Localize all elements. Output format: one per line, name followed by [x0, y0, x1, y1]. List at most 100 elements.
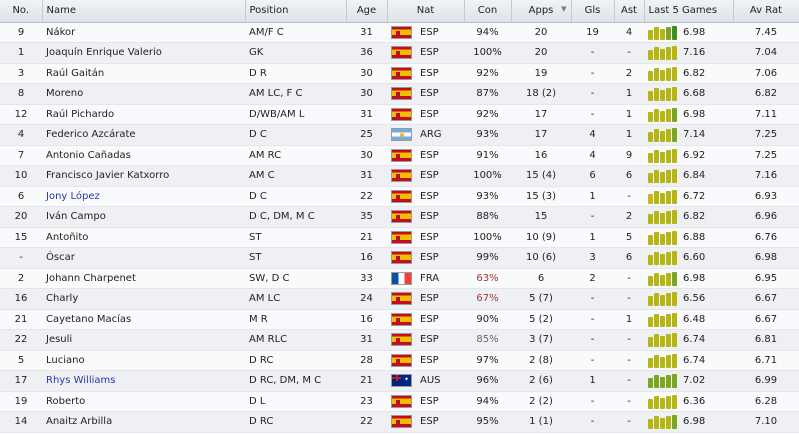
- cell-name[interactable]: Raúl Gaitán: [42, 63, 245, 84]
- player-name[interactable]: Johann Charpenet: [46, 272, 136, 284]
- col-age-header[interactable]: Age: [346, 0, 388, 23]
- form-bar: [672, 312, 677, 327]
- cell-age: 31: [346, 22, 387, 43]
- last5-rating: 6.88: [683, 231, 706, 243]
- form-bar: [672, 148, 677, 163]
- cell-name[interactable]: Cayetano Macías: [42, 309, 245, 330]
- table-row[interactable]: 20 Iván Campo D C, DM, M C 35 ESP 88% 15-2 6.82…: [0, 206, 799, 228]
- cell-position: D C: [245, 124, 346, 146]
- table-row[interactable]: 17 Rhys Williams D RC, DM, M C21 AUS 96% 2 (6…: [0, 370, 799, 392]
- cell-name[interactable]: Francisco Javier Katxorro: [42, 165, 245, 187]
- cell-name[interactable]: Antonio Cañadas: [42, 145, 245, 166]
- table-row[interactable]: - Óscar ST 16 ESP 99% 10 (6) 3 6 6.60 6.98: [0, 247, 799, 269]
- cell-gls: -: [571, 411, 614, 433]
- form-bars: [648, 66, 677, 81]
- esp-flag-icon: [391, 87, 412, 101]
- col-apps-header[interactable]: Apps ▼: [511, 0, 572, 23]
- cell-name[interactable]: Rhys Williams: [42, 370, 245, 392]
- player-name[interactable]: Antonio Cañadas: [46, 149, 131, 161]
- table-row[interactable]: 3 Raúl Gaitán D R 30 ESP 92% 19-2 6.82 7.06: [0, 63, 799, 84]
- table-row[interactable]: 8 Moreno AM LC, F C 30 ESP 87% 18 (2) -1 6.68 6.8…: [0, 83, 799, 105]
- col-ast-header[interactable]: Ast: [614, 0, 645, 23]
- player-name[interactable]: Joaquín Enrique Valerio: [46, 47, 162, 59]
- cell-no: 1: [0, 42, 42, 64]
- cell-age: 31: [346, 329, 387, 351]
- form-bar: [648, 398, 653, 409]
- table-row[interactable]: 15 Antoñito ST 21 ESP 100% 10 (9) 1 5 6.88 6.76: [0, 227, 799, 248]
- cell-name[interactable]: Johann Charpenet: [42, 268, 245, 289]
- form-bar: [660, 315, 665, 327]
- cell-no: 9: [0, 22, 42, 43]
- player-name[interactable]: Iván Campo: [46, 211, 106, 223]
- last5-rating: 6.56: [683, 293, 706, 305]
- table-row[interactable]: 4 Federico Azcárate D C 25 ARG 93% 17 4 1 7.14 7.2…: [0, 124, 799, 146]
- col-last5-header[interactable]: Last 5 Games: [644, 0, 734, 23]
- table-row[interactable]: 19 Roberto D L 23 ESP 94% 2 (2) - -6.36 6.28: [0, 391, 799, 412]
- table-row[interactable]: 2 Johann Charpenet SW, D C 33 FRA 63% 6 2-6.98 6…: [0, 268, 799, 289]
- player-name[interactable]: Cayetano Macías: [46, 313, 132, 325]
- col-con-header[interactable]: Con: [464, 0, 512, 23]
- player-name[interactable]: Francisco Javier Katxorro: [46, 170, 170, 182]
- player-name[interactable]: Charly: [46, 293, 79, 305]
- table-row[interactable]: 16 Charly AM LC 24 ESP 67% 5 (7) - -6.56 6.67: [0, 288, 799, 310]
- cell-no: 22: [0, 329, 42, 351]
- player-name[interactable]: Raúl Pichardo: [46, 108, 115, 120]
- cell-position: D RC, DM, M C: [245, 370, 346, 392]
- cell-age: 28: [346, 350, 387, 371]
- form-bar: [654, 211, 659, 225]
- cell-name[interactable]: Raúl Pichardo: [42, 104, 245, 125]
- player-name[interactable]: Moreno: [46, 88, 84, 100]
- table-row[interactable]: 21 Cayetano Macías M R 16 ESP 90% 5 (2) -1 6.48 6…: [0, 309, 799, 330]
- sort-descending-icon: ▼: [561, 5, 567, 13]
- cell-name[interactable]: Antoñito: [42, 227, 245, 248]
- col-name-header[interactable]: Name: [42, 0, 246, 23]
- player-name[interactable]: Jony López: [46, 190, 100, 202]
- player-name[interactable]: Raúl Gaitán: [46, 67, 105, 79]
- cell-age: 30: [346, 83, 387, 105]
- player-name[interactable]: Antoñito: [46, 231, 89, 243]
- player-name[interactable]: Óscar: [46, 252, 75, 264]
- cell-age: 25: [346, 124, 387, 146]
- cell-name[interactable]: Luciano: [42, 350, 245, 371]
- table-row[interactable]: 10 Francisco Javier Katxorro AM C 31 ESP 100%…: [0, 165, 799, 187]
- table-row[interactable]: 6 Jony López D C 22 ESP 93% 15 (3) 1- 6.72 6.93: [0, 186, 799, 207]
- form-bar: [654, 67, 659, 81]
- table-row[interactable]: 12 Raúl Pichardo D/WB/AM L 31 ESP 92% 17-1 6.98…: [0, 104, 799, 125]
- col-nat-header[interactable]: Nat: [387, 0, 465, 23]
- col-avrat-header[interactable]: Av Rat: [733, 0, 799, 23]
- player-name[interactable]: Jesuli: [46, 334, 73, 346]
- player-name[interactable]: Luciano: [46, 354, 85, 366]
- table-row[interactable]: 9 Nákor AM/F C 31 ESP 94% 20 19 4 6.98 7.45: [0, 22, 799, 43]
- form-bar: [672, 210, 677, 225]
- table-row[interactable]: 22 Jesuli AM RLC 31 ESP 85% 3 (7) - -6.74 6.81: [0, 329, 799, 351]
- cell-name[interactable]: Moreno: [42, 83, 245, 105]
- player-name[interactable]: Federico Azcárate: [46, 129, 136, 141]
- condition-value: 85%: [476, 334, 499, 346]
- nat-code: ESP: [420, 47, 439, 59]
- player-name[interactable]: Anaitz Arbilla: [46, 416, 113, 428]
- cell-name[interactable]: Iván Campo: [42, 206, 245, 228]
- cell-nat: ESP: [387, 145, 464, 166]
- cell-apps: 5 (2): [511, 309, 571, 330]
- table-row[interactable]: 14 Anaitz Arbilla D RC 22 ESP 95% 1 (1) - -6.98 7…: [0, 411, 799, 433]
- col-no-header[interactable]: No.: [0, 0, 43, 23]
- form-bar: [654, 272, 659, 286]
- cell-name[interactable]: Joaquín Enrique Valerio: [42, 42, 245, 64]
- cell-name[interactable]: Jesuli: [42, 329, 245, 351]
- cell-name[interactable]: Federico Azcárate: [42, 124, 245, 146]
- col-gls-header[interactable]: Gls: [571, 0, 615, 23]
- table-row[interactable]: 7 Antonio Cañadas AM RC 30 ESP 91% 16 4 9 6.92 7.2…: [0, 145, 799, 166]
- cell-name[interactable]: Nákor: [42, 22, 245, 43]
- table-row[interactable]: 1 Joaquín Enrique Valerio GK 36 ESP 100% 20- -7…: [0, 42, 799, 64]
- cell-name[interactable]: Óscar: [42, 247, 245, 269]
- table-row[interactable]: 5 Luciano D RC 28 ESP 97% 2 (8) - -6.74 6.71: [0, 350, 799, 371]
- player-name[interactable]: Nákor: [46, 26, 76, 38]
- cell-name[interactable]: Anaitz Arbilla: [42, 411, 245, 433]
- cell-name[interactable]: Charly: [42, 288, 245, 310]
- col-position-header[interactable]: Position: [245, 0, 347, 23]
- player-name[interactable]: Rhys Williams: [46, 375, 116, 387]
- cell-name[interactable]: Jony López: [42, 186, 245, 207]
- form-bar: [660, 418, 665, 430]
- cell-name[interactable]: Roberto: [42, 391, 245, 412]
- player-name[interactable]: Roberto: [46, 395, 86, 407]
